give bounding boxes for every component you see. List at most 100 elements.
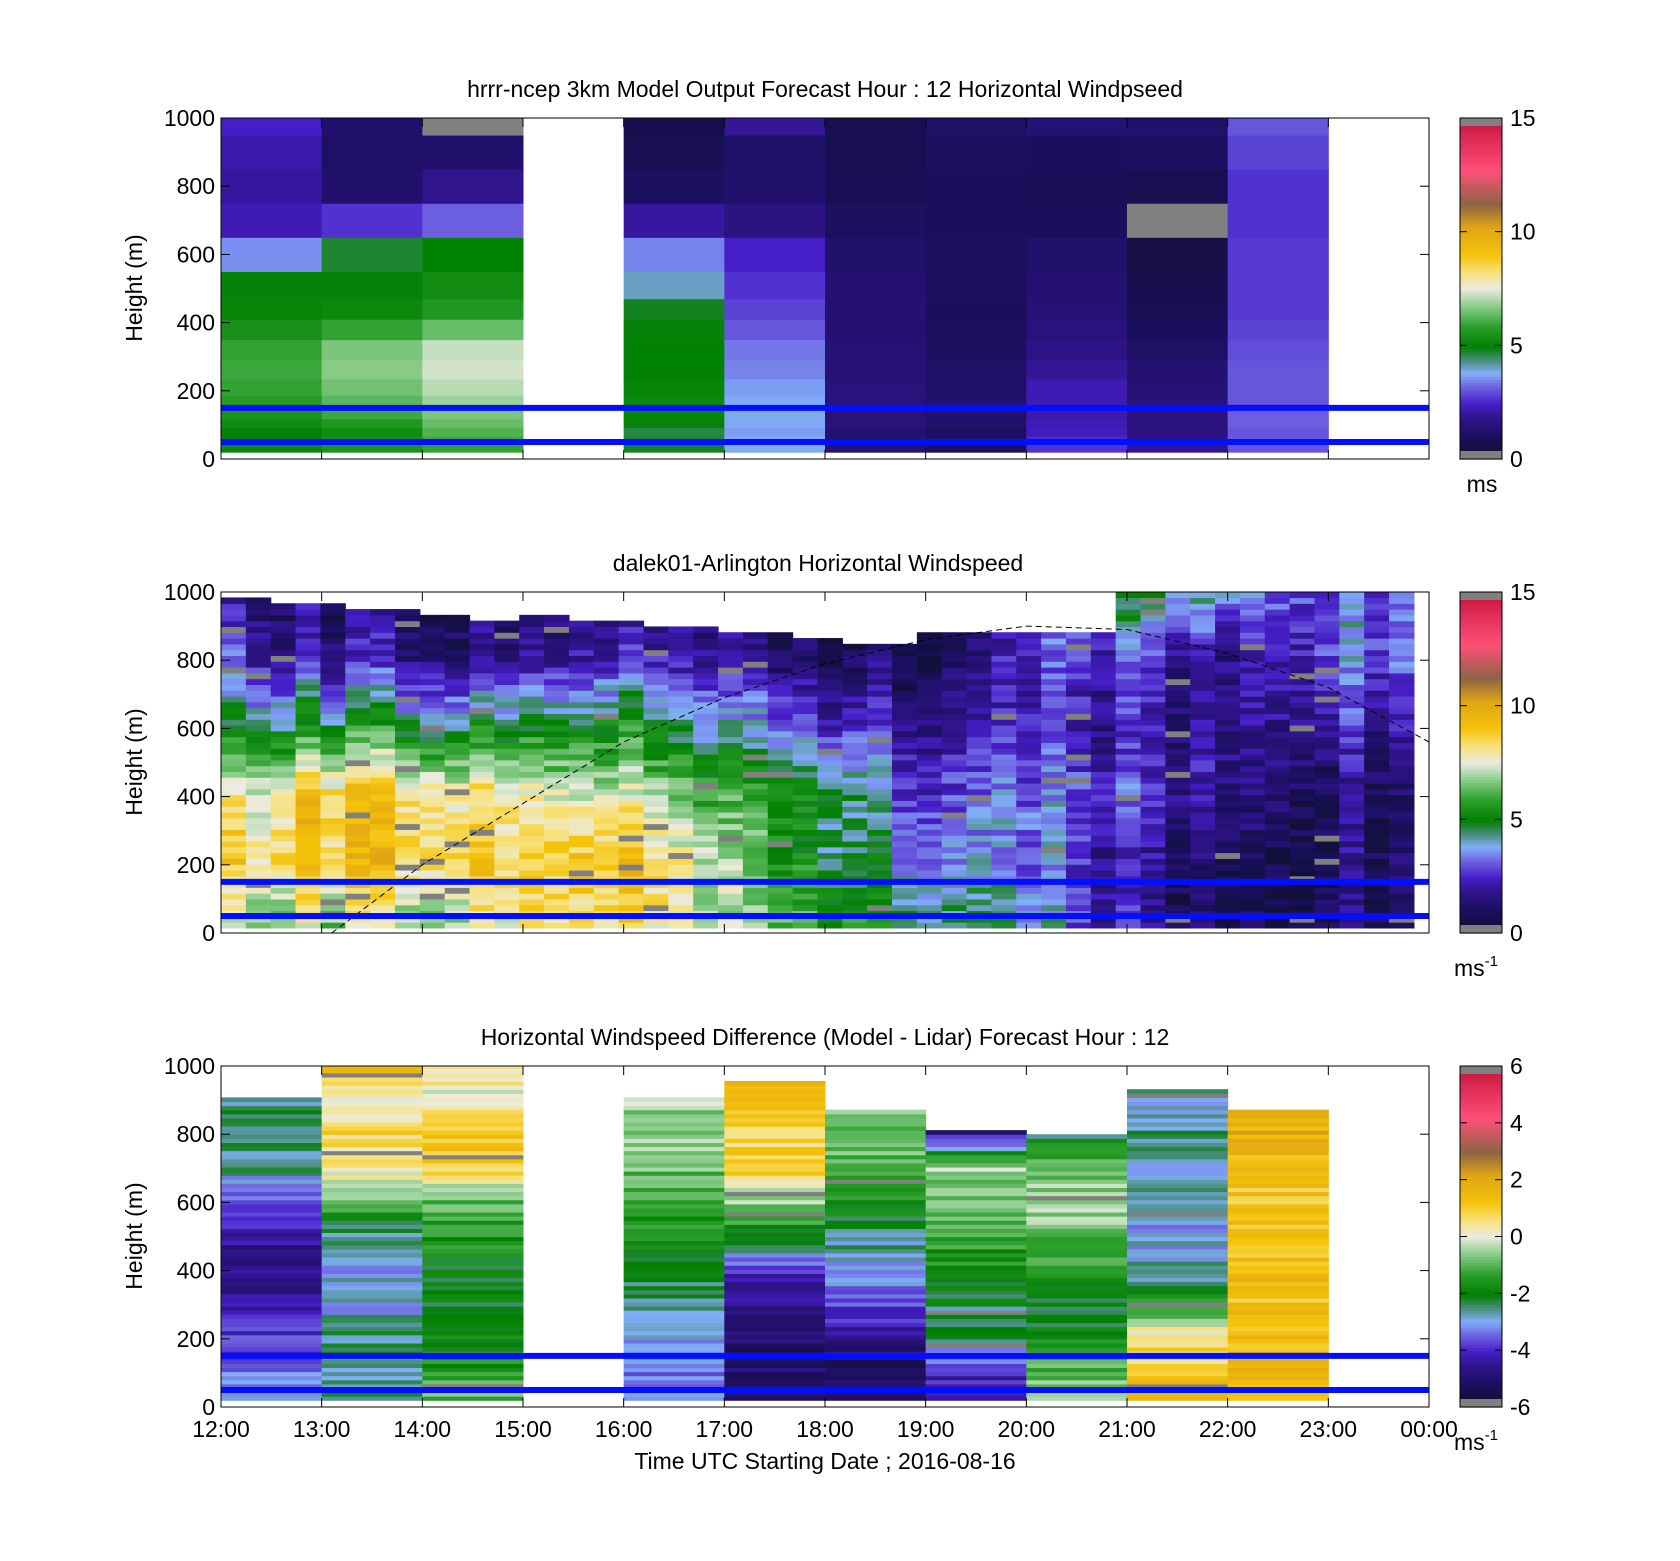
colorbar-cell: [1460, 1358, 1502, 1363]
model-cell: [321, 444, 423, 453]
model-cell: [825, 378, 927, 396]
lidar-cell: [1090, 724, 1117, 732]
lidar-cell: [1115, 887, 1142, 894]
lidar-cell: [941, 835, 968, 842]
difference-cell: [724, 1183, 826, 1188]
lidar-cell: [1016, 661, 1042, 668]
difference-cell: [623, 1158, 725, 1164]
difference-cell: [1227, 1322, 1329, 1328]
lidar-cell: [1264, 643, 1291, 651]
y-tick-label: 200: [177, 852, 215, 878]
difference-cell: [825, 1306, 927, 1311]
lidar-cell: [469, 794, 495, 801]
lidar-cell: [370, 788, 396, 796]
x-tick-label: 21:00: [1098, 1416, 1156, 1442]
lidar-cell: [1016, 655, 1042, 662]
lidar-cell: [394, 753, 421, 761]
lidar-cell: [320, 684, 346, 691]
lidar-cell: [1165, 730, 1191, 738]
lidar-cell: [544, 852, 570, 859]
difference-cell: [623, 1130, 725, 1135]
lidar-cell: [1289, 655, 1316, 662]
lidar-cell: [1190, 852, 1216, 859]
lidar-cell: [892, 690, 918, 697]
difference-cell: [321, 1121, 423, 1127]
lidar-cell: [817, 887, 843, 894]
lidar-cell: [469, 638, 495, 645]
lidar-cell: [767, 690, 794, 697]
colorbar-cell: [1460, 600, 1502, 604]
lidar-cell: [519, 765, 545, 772]
difference-cell: [321, 1187, 423, 1193]
lidar-cell: [1339, 835, 1365, 842]
lidar-cell: [767, 678, 794, 686]
lidar-cell: [221, 632, 247, 639]
lidar-cell: [1389, 696, 1415, 703]
lidar-cell: [568, 655, 595, 662]
lidar-cell: [1264, 649, 1291, 657]
lidar-cell: [1289, 817, 1316, 825]
lidar-cell: [568, 800, 595, 807]
model-cell: [825, 408, 927, 420]
colorbar-cell: [1460, 1256, 1502, 1260]
lidar-cell: [867, 904, 893, 912]
difference-cell: [925, 1334, 1027, 1340]
model-cell: [321, 360, 423, 380]
lidar-cell: [394, 672, 421, 680]
lidar-cell: [1364, 817, 1390, 825]
lidar-cell: [245, 701, 272, 709]
lidar-cell: [1140, 852, 1166, 859]
lidar-cell: [1190, 916, 1216, 923]
colorbar-cell: [1460, 1242, 1502, 1246]
difference-cell: [321, 1252, 423, 1258]
lidar-cell: [1239, 887, 1266, 894]
difference-cell: [623, 1310, 725, 1315]
lidar-cell: [370, 643, 396, 651]
panel-lidar-xticks: [220, 592, 1430, 933]
lidar-cell: [1364, 626, 1390, 633]
difference-cell: [321, 1301, 423, 1307]
difference-cell: [724, 1150, 826, 1156]
model-cell: [925, 203, 1027, 238]
colorbar-cell: [1460, 680, 1502, 684]
lidar-cell: [320, 852, 346, 859]
difference-cell: [825, 1130, 927, 1135]
lidar-cell: [245, 829, 272, 836]
lidar-cell: [245, 724, 272, 732]
lidar-cell: [742, 765, 769, 772]
lidar-cell: [1065, 869, 1092, 877]
lidar-cell: [767, 858, 794, 865]
lidar-cell: [320, 922, 346, 929]
lidar-cell: [1190, 672, 1216, 680]
lidar-cell: [817, 707, 843, 714]
difference-cell: [321, 1175, 423, 1180]
lidar-cell: [419, 916, 446, 923]
lidar-cell: [1115, 817, 1142, 825]
lidar-cell: [718, 922, 744, 929]
lidar-cell: [593, 771, 620, 778]
lidar-cell: [295, 840, 322, 848]
colorbar-cell: [1460, 1154, 1502, 1158]
colorbar-cell: [1460, 842, 1502, 846]
lidar-cell: [718, 643, 744, 651]
difference-cell: [1127, 1318, 1229, 1324]
colorbar-cell: [1460, 163, 1502, 167]
colorbar-cell: [1460, 308, 1502, 312]
difference-cell: [925, 1342, 1027, 1348]
lidar-cell: [643, 811, 669, 819]
lidar-cell: [1016, 672, 1042, 680]
lidar-cell: [941, 817, 968, 825]
lidar-cell: [295, 829, 322, 836]
lidar-cell: [842, 823, 868, 830]
difference-cell: [321, 1220, 423, 1225]
lidar-cell: [519, 667, 545, 674]
colorbar-cell: [1460, 864, 1502, 869]
lidar-cell: [892, 765, 918, 772]
lidar-cell: [742, 823, 769, 830]
difference-cell: [623, 1146, 725, 1152]
lidar-cell: [270, 846, 297, 854]
difference-cell: [1026, 1281, 1128, 1287]
lidar-cell: [1289, 690, 1316, 697]
colorbar-cell: [1460, 1216, 1502, 1221]
difference-cell: [1026, 1314, 1128, 1319]
